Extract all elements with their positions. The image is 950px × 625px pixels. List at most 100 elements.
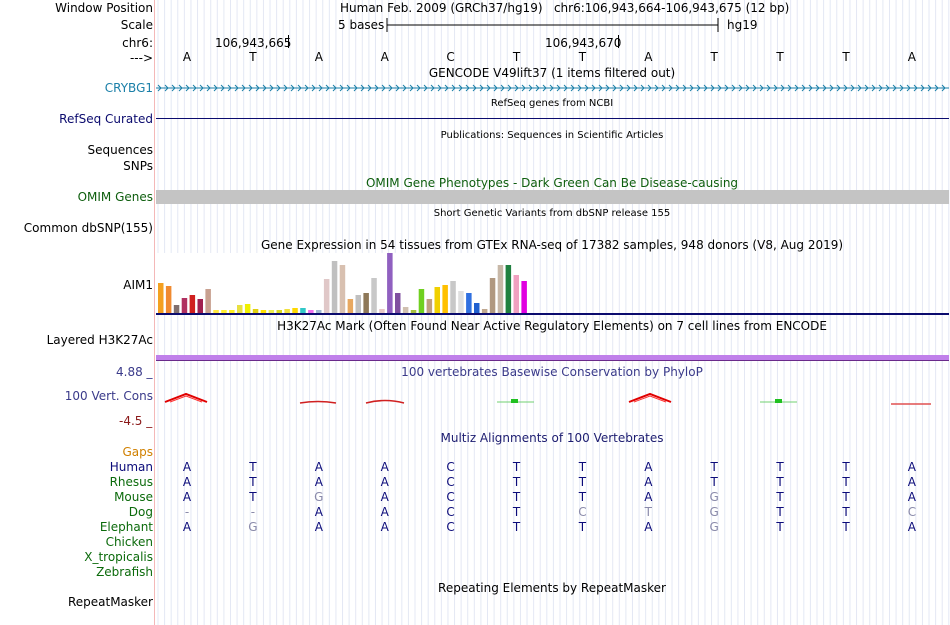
gtex-tissue-bar[interactable] [158, 283, 164, 313]
alignment-base: A [907, 520, 916, 534]
repeatmasker-label[interactable]: RepeatMasker [67, 595, 153, 609]
gtex-tissue-bar[interactable] [284, 309, 290, 313]
species-label-elephant[interactable]: Elephant [99, 520, 153, 534]
gtex-tissue-bar[interactable] [331, 261, 338, 313]
gtex-tissue-bar[interactable] [221, 310, 227, 313]
gencode-gene-label[interactable]: CRYBG1 [104, 81, 153, 95]
gtex-tissue-bar[interactable] [300, 308, 306, 313]
h3k27ac-label[interactable]: Layered H3K27Ac [46, 333, 153, 347]
dbsnp-label[interactable]: Common dbSNP(155) [23, 221, 153, 235]
coord-tick-mark-2 [618, 35, 619, 48]
alignment-base: T [776, 460, 784, 474]
refseq-gene-feature[interactable] [156, 118, 949, 119]
gaps-label[interactable]: Gaps [122, 445, 153, 459]
h3k27ac-signal-bar[interactable] [156, 355, 949, 360]
species-label-chicken[interactable]: Chicken [105, 535, 153, 549]
gtex-tissue-bar[interactable] [205, 289, 211, 313]
gtex-tissue-bar[interactable] [521, 281, 527, 313]
window-position-value[interactable]: Human Feb. 2009 (GRCh37/hg19) chr6:106,9… [340, 1, 790, 15]
gtex-tissue-bar[interactable] [237, 305, 243, 313]
gtex-tissue-bar[interactable] [426, 299, 433, 313]
gtex-tissue-bar[interactable] [474, 303, 480, 313]
gtex-tissue-bar[interactable] [260, 310, 267, 313]
gtex-tissue-bar[interactable] [229, 310, 235, 313]
h3k27ac-signal-baseline [156, 360, 949, 361]
h3k27ac-track-title[interactable]: H3K27Ac Mark (Often Found Near Active Re… [277, 319, 827, 333]
alignment-base: T [776, 490, 784, 504]
alignment-base: C [446, 505, 455, 519]
alignment-base: T [776, 520, 784, 534]
gtex-tissue-bar[interactable] [505, 265, 512, 313]
gtex-tissue-bar[interactable] [339, 265, 346, 313]
gtex-track-title[interactable]: Gene Expression in 54 tissues from GTEx … [260, 238, 844, 252]
alignment-base: A [380, 475, 389, 489]
phylop-label[interactable]: 100 Vert. Cons [64, 389, 153, 403]
gtex-tissue-bar[interactable] [497, 265, 504, 313]
refseq-label[interactable]: RefSeq Curated [59, 112, 153, 126]
gtex-tissue-bar[interactable] [513, 275, 520, 313]
gtex-expression-bars[interactable] [156, 253, 556, 315]
species-label-human[interactable]: Human [109, 460, 153, 474]
multiz-track-title[interactable]: Multiz Alignments of 100 Vertebrates [440, 431, 664, 445]
phylop-conservation-plot[interactable] [156, 390, 949, 410]
omim-feature-bar[interactable] [156, 190, 949, 204]
ruler-base: T [842, 50, 850, 64]
alignment-base: T [512, 460, 521, 474]
gtex-tissue-bar[interactable] [379, 309, 385, 313]
gtex-tissue-bar[interactable] [165, 286, 172, 313]
scale-bar [386, 18, 719, 32]
dbsnp-track-title[interactable]: Short Genetic Variants from dbSNP releas… [433, 208, 671, 219]
gtex-tissue-bar[interactable] [410, 310, 417, 313]
gtex-tissue-bar[interactable] [173, 305, 180, 313]
omim-label[interactable]: OMIM Genes [77, 190, 153, 204]
ruler-base: A [907, 50, 916, 64]
ruler-base: C [446, 50, 455, 64]
gtex-tissue-bar[interactable] [458, 291, 464, 313]
alignment-base: T [842, 460, 850, 474]
gtex-tissue-bar[interactable] [363, 293, 369, 313]
gtex-tissue-bar[interactable] [323, 279, 330, 313]
gtex-tissue-bar[interactable] [489, 278, 496, 313]
gencode-gene-feature[interactable] [156, 81, 949, 95]
species-label-zebrafish[interactable]: Zebrafish [96, 565, 153, 579]
species-label-dog[interactable]: Dog [128, 505, 153, 519]
gtex-tissue-bar[interactable] [418, 289, 425, 313]
refseq-track-title[interactable]: RefSeq genes from NCBI [490, 98, 614, 109]
publications-label[interactable]: Sequences [87, 143, 153, 157]
gtex-tissue-bar[interactable] [402, 307, 409, 313]
gtex-tissue-bar[interactable] [442, 285, 448, 313]
gtex-tissue-bar[interactable] [308, 310, 314, 313]
snps-label[interactable]: SNPs [123, 159, 153, 173]
gtex-tissue-bar[interactable] [252, 309, 259, 313]
gencode-track-title[interactable]: GENCODE V49lift37 (1 items filtered out) [428, 66, 676, 80]
gtex-tissue-bar[interactable] [347, 299, 354, 313]
gtex-tissue-bar[interactable] [197, 299, 204, 313]
gtex-tissue-bar[interactable] [244, 304, 251, 313]
gtex-tissue-bar[interactable] [387, 253, 393, 313]
gtex-tissue-bar[interactable] [213, 310, 219, 313]
phylop-track-title[interactable]: 100 vertebrates Basewise Conservation by… [401, 365, 703, 379]
gtex-tissue-bar[interactable] [434, 287, 441, 313]
alignment-base: - [250, 505, 256, 519]
gtex-tissue-bar[interactable] [181, 298, 188, 313]
omim-track-title[interactable]: OMIM Gene Phenotypes - Dark Green Can Be… [365, 176, 739, 190]
species-label-rhesus[interactable]: Rhesus [109, 475, 153, 489]
gtex-tissue-bar[interactable] [395, 293, 401, 313]
repeatmasker-track-title[interactable]: Repeating Elements by RepeatMasker [438, 581, 666, 595]
gtex-tissue-bar[interactable] [276, 310, 283, 313]
gtex-tissue-bar[interactable] [316, 310, 322, 313]
species-label-mouse[interactable]: Mouse [114, 490, 153, 504]
gtex-tissue-bar[interactable] [371, 278, 377, 313]
gtex-tissue-bar[interactable] [355, 295, 362, 313]
publications-track-title[interactable]: Publications: Sequences in Scientific Ar… [440, 130, 664, 141]
gtex-tissue-bar[interactable] [481, 309, 488, 313]
gtex-gene-label[interactable]: AIM1 [123, 278, 153, 292]
species-label-x_tropicalis[interactable]: X_tropicalis [84, 550, 153, 564]
gtex-tissue-bar[interactable] [268, 310, 275, 313]
gtex-tissue-bar[interactable] [292, 308, 298, 313]
gtex-tissue-bar[interactable] [450, 281, 456, 313]
gtex-tissue-bar[interactable] [189, 295, 196, 313]
gtex-tissue-bar[interactable] [466, 293, 472, 313]
alignment-base: A [644, 460, 653, 474]
alignment-base: T [512, 505, 521, 519]
